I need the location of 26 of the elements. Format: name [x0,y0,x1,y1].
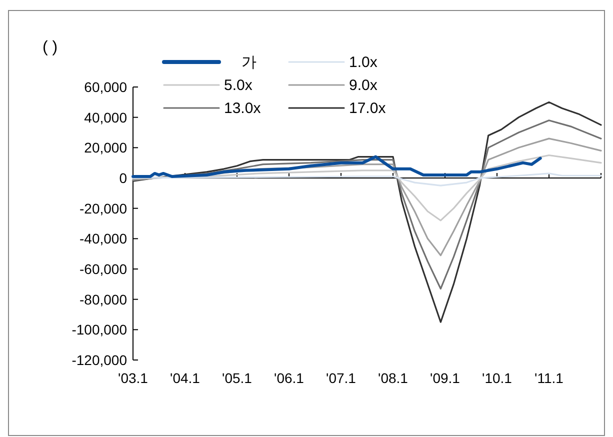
y-axis-title: ( ) [42,39,58,56]
x-tick-label: '06.1 [274,370,304,386]
y-tick-label: -120,000 [72,352,128,368]
legend-label: 5.0x [224,77,253,94]
y-tick-label: -60,000 [80,261,128,277]
y-tick-label: 0 [119,170,128,186]
x-tick-label: '09.1 [430,370,460,386]
x-tick-label: '04.1 [170,370,200,386]
legend-label: 9.0x [349,77,378,94]
legend-label: 가 [242,54,256,71]
y-tick-label: -20,000 [80,200,128,216]
y-tick-label: 20,000 [84,140,128,156]
x-tick-label: '05.1 [222,370,252,386]
x-tick-label: '03.1 [118,370,148,386]
legend-label: 17.0x [349,100,386,117]
y-tick-label: 60,000 [84,79,128,95]
x-tick-label: '07.1 [326,370,356,386]
y-tick-label: -80,000 [80,291,128,308]
legend-label: 1.0x [349,54,378,71]
x-tick-label: '11.1 [534,370,564,386]
legend-label: 13.0x [224,100,262,117]
x-tick-label: '10.1 [482,370,512,386]
y-tick-label: 40,000 [84,109,128,126]
y-tick-label: -100,000 [72,322,128,338]
x-tick-label: '08.1 [378,370,408,386]
y-tick-label: -40,000 [80,230,128,247]
